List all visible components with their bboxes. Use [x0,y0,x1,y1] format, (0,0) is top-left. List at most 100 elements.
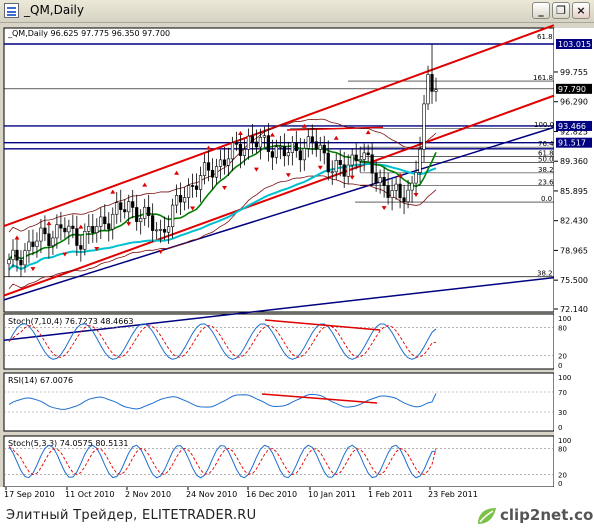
candle-up [242,149,247,156]
candle-up [87,226,91,232]
fractal-marker [14,235,20,240]
rsi-panel [3,372,555,432]
candle-down [19,259,23,266]
cyan-moving-average [8,162,437,271]
candle-up [406,189,410,203]
indicator-scale-label: 0 [558,362,562,370]
candle-down [398,183,402,199]
candle-down [131,201,135,208]
candle-up [318,144,322,150]
candle-down [75,228,79,246]
candle-up [111,213,115,230]
candle-down [151,215,155,231]
candle-up [155,229,159,232]
candle-up [11,249,15,260]
candle-up [390,190,394,198]
candle-down [326,152,330,173]
candle-up [159,229,163,231]
candle-up [198,175,203,190]
price-label-box [556,39,592,49]
fib-label: 61.8 [538,150,554,158]
candle-up [186,185,191,198]
indicator-header: RSI(14) 67.0076 [8,376,73,385]
candle-down [210,169,215,178]
price-label-text: 93.466 [558,122,586,131]
rsi-divergence-line [261,393,378,404]
y-tick-label: 96.290 [560,98,588,107]
candle-down [79,245,83,250]
window-title: _QM,Daily [24,3,84,17]
indicator-signal-line [8,446,437,476]
candle-up [7,259,11,265]
candle-up [278,145,282,148]
chart-window-icon [4,3,19,18]
indicator-scale-label: 80 [558,324,567,332]
fractal-marker [301,123,307,128]
candle-down [342,164,346,177]
chart-area[interactable]: _QM,Daily 96.625 97.775 96.350 97.700 61… [0,22,594,500]
title-bar[interactable]: _QM,Daily _ ❐ × [0,0,594,23]
fractal-marker [221,185,227,190]
resistance-red-line [286,126,384,131]
candle-up [334,160,338,173]
candle-up [410,182,414,191]
candle-up [426,74,430,105]
restore-button[interactable]: ❐ [552,2,570,19]
candle-down [119,202,123,210]
candle-down [91,226,95,233]
fib-label: 50.0 [538,156,554,164]
candle-up [55,224,59,239]
candle-up [143,206,147,219]
envelope-upper [8,118,437,233]
x-tick-label: 2 Nov 2010 [125,490,171,499]
fractal-marker [174,170,180,175]
candle-up [218,159,223,167]
candle-down [282,145,286,157]
candle-up [358,159,362,162]
candle-up [274,146,278,158]
candle-up [230,142,235,160]
candle-down [63,227,67,233]
candle-up [330,171,334,174]
candle-down [270,151,274,158]
candle-up [23,250,27,266]
candle-up [95,226,99,233]
fractal-marker [46,221,52,226]
footer-source-text: Элитный Трейдер, ELITETRADER.RU [6,508,257,523]
candle-down [222,159,227,166]
candle-down [178,195,183,203]
candle-down [107,223,111,230]
candle-up [434,89,438,92]
fractal-marker [269,132,275,137]
candle-up [362,152,366,160]
price-label-box [556,83,592,94]
minimize-button[interactable]: _ [532,2,550,19]
candle-up [171,204,175,228]
price-label-text: 91.517 [558,139,586,148]
fractal-marker [78,224,84,229]
candle-up [226,158,231,166]
fractal-marker [253,167,259,172]
indicator-main-line [8,323,437,360]
fractal-marker [126,222,132,227]
fractal-marker [30,267,36,272]
candle-up [127,201,131,213]
y-tick-label: 85.895 [560,187,588,196]
candle-down [250,135,255,143]
candle-up [175,195,179,206]
fractal-marker [381,206,387,211]
candle-down [310,136,314,143]
candle-up [378,177,382,184]
fractal-marker [349,175,355,180]
indicator-scale-label: 0 [558,480,562,488]
y-tick-label: 75.500 [560,276,588,285]
x-tick-label: 16 Dec 2010 [246,490,297,499]
candle-down [135,207,139,222]
close-button[interactable]: × [572,2,590,19]
candle-down [103,216,107,225]
y-tick-label: 72.140 [560,305,588,314]
candle-down [382,177,386,186]
indicator-scale-label: 30 [558,409,567,417]
candle-up [35,240,39,247]
indicator-scale-label: 70 [558,389,567,397]
